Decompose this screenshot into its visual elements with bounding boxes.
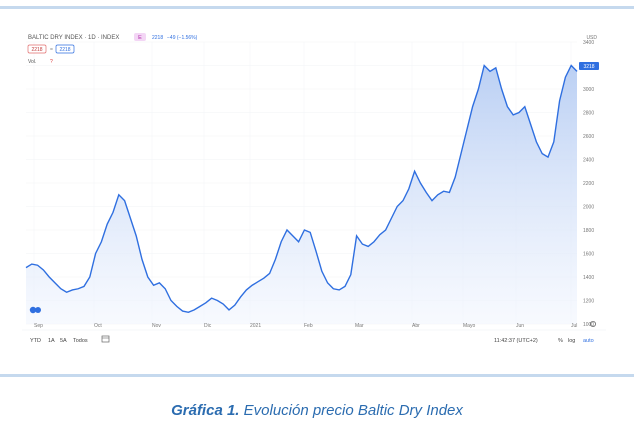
x-tick-label: Sep — [34, 323, 43, 329]
open-box[interactable] — [27, 44, 47, 54]
top-rule — [0, 6, 634, 9]
x-tick-label: Abr — [412, 323, 420, 329]
auto-toggle[interactable]: auto — [583, 338, 594, 344]
x-tick-label: 2021 — [250, 323, 261, 329]
series-line — [25, 64, 578, 313]
y-tick-label: 1200 — [583, 299, 594, 305]
chart-panel: 3400320030002800260024002200200018001600… — [22, 28, 606, 350]
percent-toggle[interactable]: % — [558, 338, 563, 344]
x-axis: Sep Oct Nov Dic 2021 Feb Mar Abr Mayo Jun Jul — [34, 323, 577, 329]
close-box[interactable] — [55, 44, 75, 54]
tag-badge — [134, 33, 146, 41]
y-tick-label: 2600 — [583, 134, 594, 140]
open-box-value: 2218 — [31, 47, 42, 53]
x-tick-label: Jun — [516, 323, 524, 329]
x-tick-label: Mar — [355, 323, 364, 329]
y-tick-label: 1000 — [583, 322, 594, 328]
change-value: −49 (−1.56%) — [167, 35, 198, 41]
price-chart[interactable]: 3400320030002800260024002200200018001600… — [22, 28, 606, 350]
figure-caption: Gráfica 1. Evolución precio Baltic Dry I… — [0, 402, 634, 419]
range-1a[interactable]: 1A — [48, 338, 55, 344]
x-tick-label: Jul — [571, 323, 577, 329]
x-tick-label: Mayo — [463, 323, 475, 329]
last-value: 2218 — [152, 35, 163, 41]
calendar-icon[interactable] — [101, 335, 110, 343]
current-price-label: 3218 — [583, 64, 594, 70]
symbol-title: BALTIC DRY INDEX · 1D · INDEX — [28, 35, 119, 41]
log-toggle[interactable]: log — [568, 338, 575, 344]
clock-time[interactable]: 11:42:37 (UTC+2) — [494, 338, 538, 344]
vol-label: Vol. — [28, 59, 36, 65]
x-tick-label: Nov — [152, 323, 161, 329]
y-tick-label: 2000 — [583, 205, 594, 211]
close-box-value: 2218 — [59, 47, 70, 53]
bottom-rule — [0, 374, 634, 377]
y-tick-label: 3400 — [583, 40, 594, 46]
current-price-badge — [579, 62, 599, 70]
caption-label: Gráfica 1. — [171, 402, 240, 419]
range-all[interactable]: Todos — [73, 338, 88, 344]
tradingview-logo-icon[interactable] — [29, 306, 41, 314]
settings-gear-icon[interactable] — [590, 320, 597, 327]
x-tick-label: Dic — [204, 323, 212, 329]
range-5a[interactable]: 5A — [60, 338, 67, 344]
x-tick-label: Feb — [304, 323, 313, 329]
y-tick-label: 2400 — [583, 158, 594, 164]
y-tick-label: 2200 — [583, 181, 594, 187]
range-ytd[interactable]: YTD — [30, 338, 41, 344]
currency-label: USD — [586, 35, 597, 41]
tag-label: E — [138, 35, 142, 41]
y-tick-label: 1800 — [583, 228, 594, 234]
vol-badge[interactable]: ? — [50, 59, 53, 65]
y-tick-label: 1400 — [583, 275, 594, 281]
y-axis: 3400320030002800260024002200200018001600… — [583, 40, 594, 328]
series-area — [26, 65, 577, 324]
y-tick-label: 1600 — [583, 252, 594, 258]
x-tick-label: Oct — [94, 323, 102, 329]
y-tick-label: 2800 — [583, 111, 594, 117]
caption-text: Evolución precio Baltic Dry Index — [239, 402, 463, 419]
separator-text: = — [50, 47, 53, 53]
y-tick-label: 3000 — [583, 87, 594, 93]
